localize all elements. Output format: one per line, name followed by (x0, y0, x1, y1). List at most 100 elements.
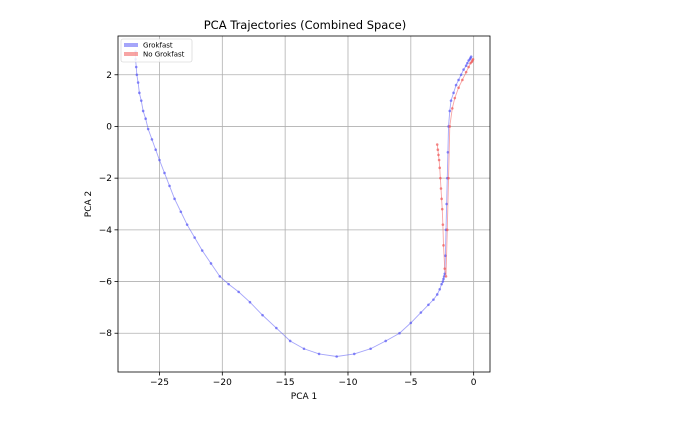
data-point-grokfast (135, 73, 139, 77)
data-point-grokfast (134, 65, 138, 69)
data-point-grokfast (150, 138, 154, 141)
y-axis-label: PCA 2 (84, 191, 94, 217)
axis-ticks: −25 −20 −15 −10 −5 0−8−6−4−202 (99, 71, 477, 388)
x-tick-label: −15 (276, 378, 295, 388)
data-point-no-grokfast (439, 176, 442, 180)
data-point-grokfast (459, 73, 463, 77)
data-point-grokfast (449, 99, 453, 102)
data-point-no-grokfast (437, 158, 441, 162)
data-point-grokfast (163, 171, 166, 175)
data-point-grokfast (466, 61, 469, 65)
x-axis-label: PCA 1 (291, 392, 317, 402)
y-tick-label: −6 (99, 278, 113, 288)
grid-lines (118, 36, 490, 372)
data-point-grokfast (136, 81, 140, 84)
data-point-no-grokfast (440, 207, 444, 211)
data-point-grokfast (452, 91, 455, 95)
data-point-grokfast (398, 331, 401, 335)
data-point-grokfast (435, 293, 439, 296)
data-point-grokfast (200, 249, 204, 252)
plot-frame (117, 35, 491, 373)
data-point-grokfast (227, 282, 230, 286)
data-point-grokfast (237, 290, 240, 294)
data-point-no-grokfast (450, 107, 454, 110)
data-point-grokfast (302, 347, 306, 351)
data-point-grokfast (335, 355, 338, 358)
data-point-grokfast (275, 326, 278, 330)
data-point-grokfast (146, 127, 150, 131)
x-tick-label: −20 (213, 378, 232, 388)
data-point-no-grokfast (435, 143, 439, 146)
data-point-grokfast (185, 223, 189, 226)
data-point-grokfast (173, 197, 176, 201)
data-point-no-grokfast (448, 125, 452, 128)
data-point-grokfast (464, 64, 468, 68)
data-point-no-grokfast (441, 223, 445, 226)
data-point-no-grokfast (436, 148, 440, 152)
data-point-grokfast (288, 339, 292, 343)
data-point-grokfast (179, 210, 183, 214)
series-layer (134, 50, 475, 358)
data-point-grokfast (139, 99, 143, 102)
x-tick-label: −10 (338, 378, 357, 388)
data-point-grokfast (369, 347, 372, 351)
y-tick-label: 0 (106, 122, 112, 132)
data-point-grokfast (462, 68, 465, 71)
data-point-no-grokfast (442, 244, 445, 247)
data-point-grokfast (444, 254, 447, 257)
x-tick-label: 0 (471, 378, 477, 388)
data-point-grokfast (141, 109, 145, 113)
legend: Grokfast No Grokfast (120, 38, 193, 63)
data-point-no-grokfast (438, 166, 442, 170)
data-point-grokfast (457, 78, 460, 82)
data-point-grokfast (138, 91, 141, 95)
data-point-no-grokfast (467, 65, 470, 69)
data-point-grokfast (419, 311, 423, 314)
data-point-grokfast (193, 236, 196, 239)
data-point-grokfast (442, 275, 446, 278)
data-point-grokfast (446, 151, 450, 154)
data-point-grokfast (441, 280, 445, 283)
data-point-grokfast (409, 321, 413, 325)
data-point-grokfast (448, 109, 452, 113)
chart-title: PCA Trajectories (Combined Space) (204, 18, 406, 32)
y-tick-label: 2 (106, 71, 112, 81)
legend-label-grokfast: Grokfast (143, 42, 173, 50)
data-point-grokfast (218, 275, 222, 278)
data-point-grokfast (445, 202, 448, 206)
legend-swatch-grokfast (124, 43, 138, 47)
data-point-no-grokfast (461, 78, 464, 82)
data-point-grokfast (168, 184, 171, 188)
data-point-no-grokfast (447, 176, 450, 180)
data-point-no-grokfast (445, 228, 449, 232)
data-point-grokfast (427, 303, 430, 307)
data-point-no-grokfast (457, 86, 460, 89)
data-point-grokfast (384, 339, 387, 343)
data-point-no-grokfast (439, 187, 443, 190)
data-point-grokfast (432, 298, 435, 301)
data-point-no-grokfast (464, 70, 468, 74)
y-tick-label: −2 (99, 174, 112, 184)
legend-swatch-no-grokfast (124, 52, 138, 56)
data-point-grokfast (209, 262, 213, 265)
data-point-no-grokfast (443, 267, 447, 270)
data-point-grokfast (442, 277, 445, 281)
y-tick-label: −8 (99, 329, 113, 339)
data-point-grokfast (438, 287, 442, 291)
data-point-grokfast (454, 83, 458, 87)
data-point-grokfast (352, 352, 356, 356)
data-point-grokfast (261, 313, 264, 317)
data-point-grokfast (317, 352, 321, 356)
data-point-grokfast (154, 148, 158, 152)
data-point-grokfast (440, 282, 443, 286)
data-point-grokfast (248, 300, 252, 304)
legend-box (120, 38, 193, 63)
data-point-no-grokfast (471, 57, 475, 61)
x-tick-label: −25 (150, 378, 169, 388)
data-point-grokfast (144, 117, 147, 121)
plot-area (118, 36, 490, 372)
data-point-no-grokfast (437, 153, 440, 157)
legend-label-no-grokfast: No Grokfast (143, 51, 185, 59)
data-point-no-grokfast (440, 197, 443, 201)
